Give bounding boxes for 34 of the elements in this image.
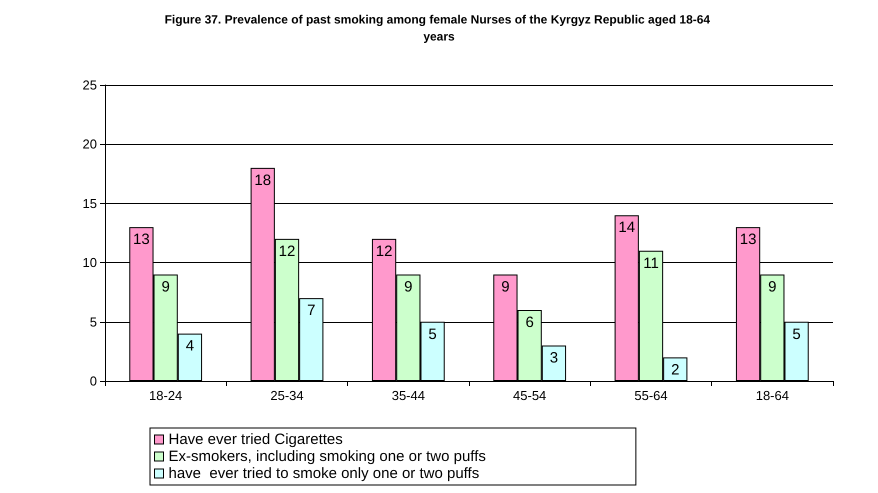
x-tick-label: 45-54: [513, 388, 546, 403]
data-label: 5: [428, 326, 437, 343]
data-label: 2: [671, 361, 680, 378]
x-tick-label: 18-24: [149, 388, 182, 403]
data-label: 4: [186, 338, 194, 355]
legend-label: Ex-smokers, including smoking one or two puffs: [168, 448, 486, 465]
data-label: 13: [133, 231, 150, 248]
data-label: 9: [501, 278, 510, 296]
data-label: 12: [376, 242, 392, 260]
data-label: 9: [161, 278, 170, 296]
data-label: 18: [254, 172, 272, 189]
y-tick-label: 5: [90, 314, 97, 330]
data-label: 13: [740, 231, 756, 248]
chart-title: Figure 37. Prevalence of past smoking among female Nurses of the Kyrgyz Republic aged 18-64 years: [164, 12, 714, 44]
data-label: 5: [792, 326, 801, 343]
y-tick-label: 0: [90, 374, 97, 388]
x-tick-label: 55-64: [634, 388, 668, 403]
data-label: 14: [618, 219, 636, 236]
y-tick-label: 25: [82, 78, 97, 92]
x-tick-label: 35-44: [392, 388, 425, 403]
data-label: 12: [278, 242, 296, 260]
x-tick-label: 18-64: [756, 388, 789, 403]
data-label: 9: [404, 278, 413, 296]
legend-label: Have ever tried Cigarettes: [168, 431, 343, 448]
legend-label: have ever tried to smoke only one or two puffs: [168, 465, 480, 482]
y-tick-label: 15: [82, 196, 97, 211]
data-label: 3: [550, 349, 558, 366]
x-tick-label: 25-34: [270, 388, 304, 403]
y-tick-label: 20: [82, 136, 97, 152]
data-label: 6: [525, 314, 534, 331]
y-tick-label: 10: [82, 255, 97, 270]
data-label: 11: [643, 254, 659, 272]
data-label: 7: [307, 302, 316, 320]
data-label: 9: [768, 278, 777, 296]
